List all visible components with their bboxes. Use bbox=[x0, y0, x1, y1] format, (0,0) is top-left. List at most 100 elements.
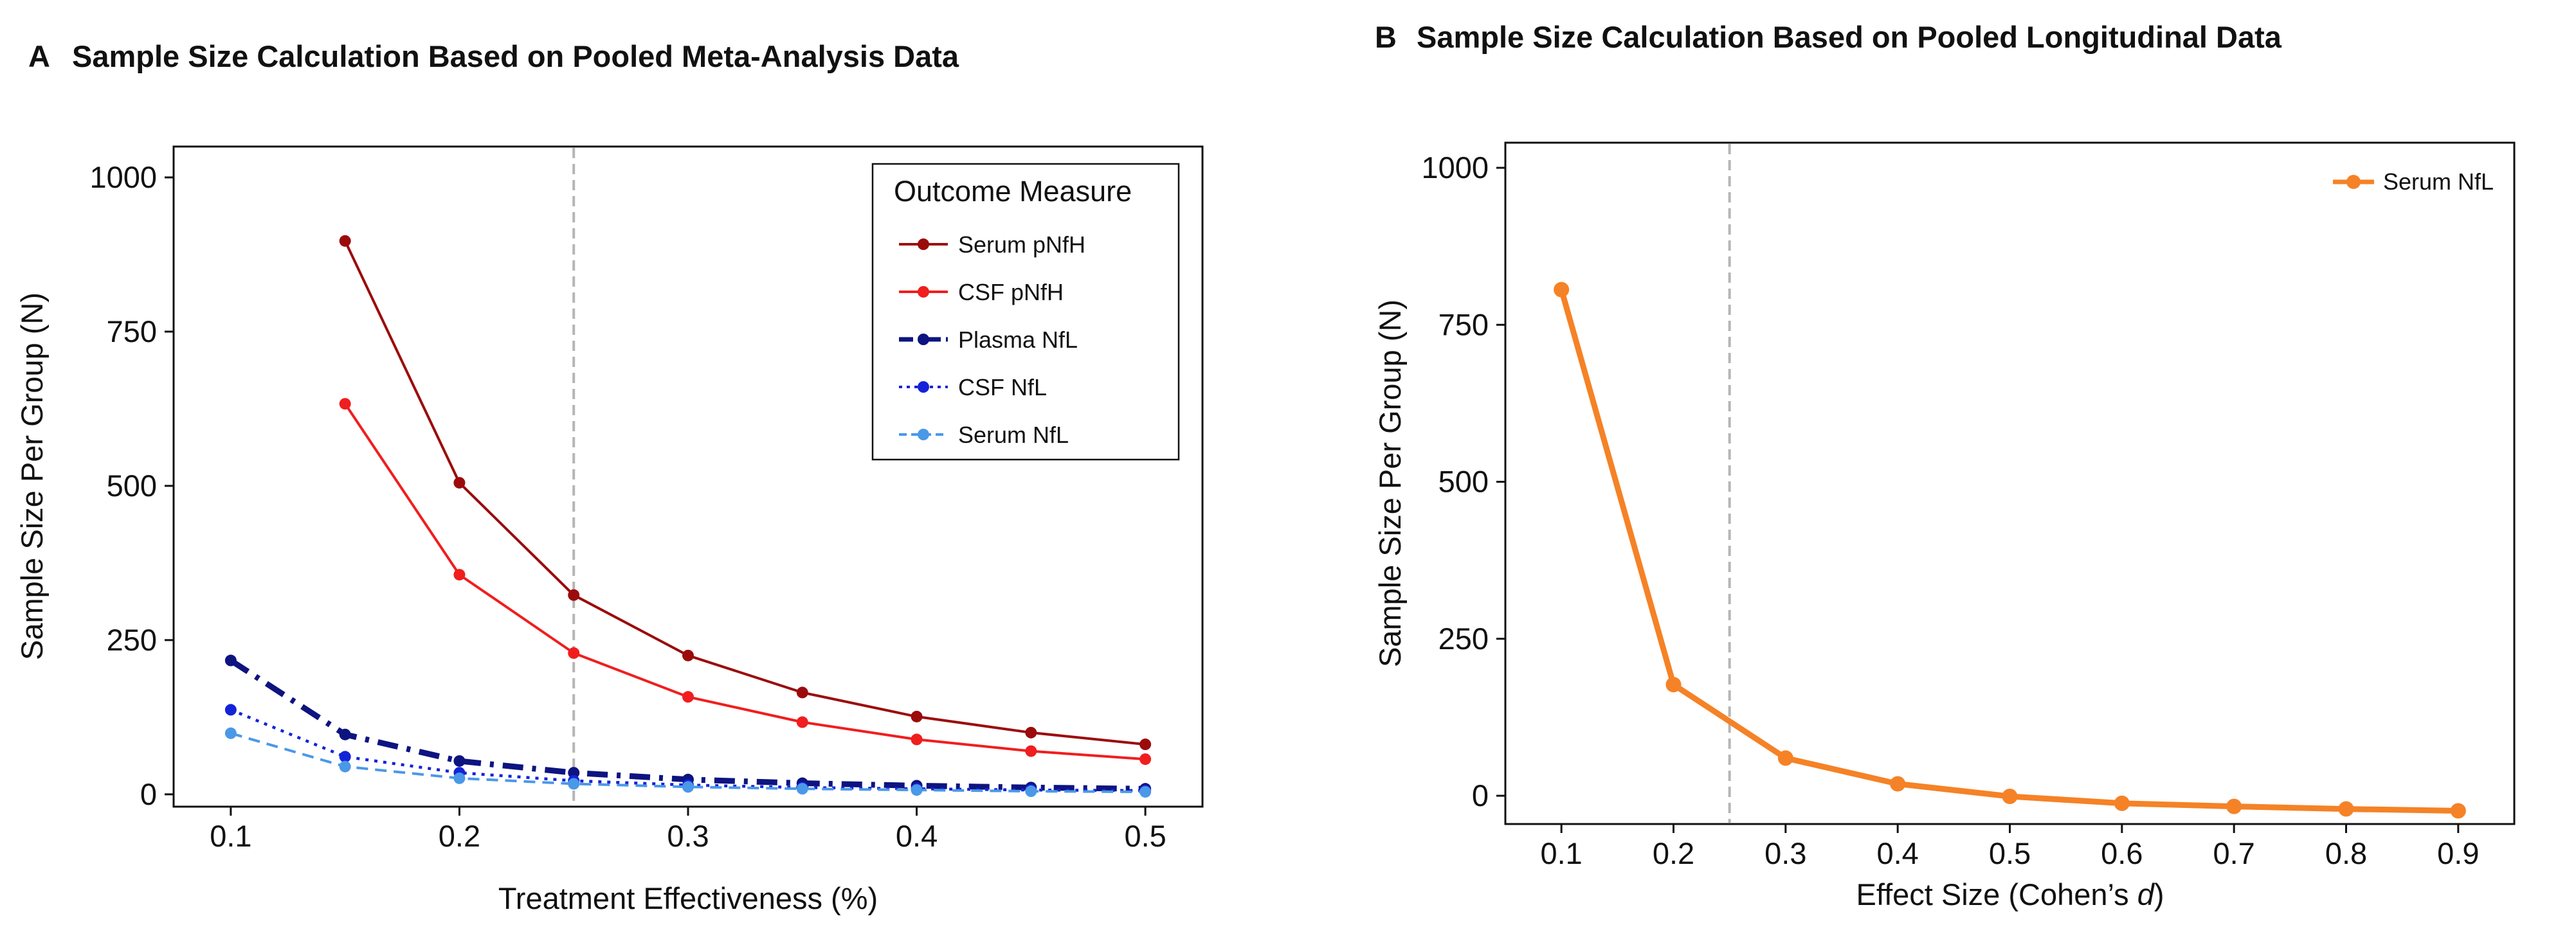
chart-a-y-tick-label: 250 bbox=[107, 623, 157, 657]
chart-a-y-tick-label: 750 bbox=[107, 314, 157, 348]
chart-a-legend: Outcome Measure Serum pNfH CSF pNfH Plasma… bbox=[871, 163, 1180, 461]
chart-a-legend-label-csf-nfl: CSF NfL bbox=[958, 374, 1047, 400]
chart-a-legend-label-csf-pnfh: CSF pNfH bbox=[958, 279, 1064, 305]
chart-a-x-tick-label: 0.2 bbox=[439, 819, 480, 853]
chart-a-y-tick-label: 500 bbox=[107, 469, 157, 503]
chart-a-legend-marker-plasma-nfl bbox=[918, 334, 929, 345]
chart-a-series-serum-pnfh-point bbox=[568, 589, 580, 601]
chart-b-series-serum-nfl-point bbox=[2002, 789, 2018, 805]
chart-a-series-serum-nfl-point bbox=[568, 778, 580, 790]
chart-a-series-plasma-nfl-point bbox=[568, 767, 580, 779]
chart-b-series-serum-nfl-point bbox=[1890, 776, 1906, 792]
chart-b-x-tick-label: 0.9 bbox=[2437, 836, 2479, 870]
chart-b-x-tick-label: 0.7 bbox=[2213, 836, 2254, 870]
chart-a-series-serum-pnfh-point bbox=[911, 710, 923, 722]
chart-a-series-csf-pnfh-point bbox=[911, 733, 923, 746]
chart-b-x-tick-label: 0.6 bbox=[2101, 836, 2143, 870]
chart-a-x-tick-label: 0.5 bbox=[1124, 819, 1166, 853]
chart-a-series-csf-pnfh-line bbox=[344, 403, 1146, 761]
chart-a-series-csf-pnfh-point bbox=[1139, 753, 1152, 766]
chart-b-legend: Serum NfL bbox=[2333, 168, 2494, 195]
chart-a-legend-marker-serum-pnfh bbox=[918, 238, 929, 250]
chart-b-x-tick-label: 0.5 bbox=[1989, 836, 2031, 870]
chart-b-legend-marker-serum-nfl bbox=[2346, 175, 2361, 189]
chart-b-x-axis-title-prefix: Effect Size (Cohen’s bbox=[1856, 877, 2137, 911]
chart-b-x-axis-title: Effect Size (Cohen’s d) bbox=[1856, 877, 2164, 911]
chart-a-series-serum-nfl-point bbox=[453, 772, 466, 784]
chart-a-series-serum-nfl-point bbox=[682, 781, 694, 793]
chart-a-series-csf-nfl-point bbox=[224, 704, 237, 716]
chart-a-legend-items: Serum pNfH CSF pNfH Plasma NfL CSF NfL Serum… bbox=[899, 231, 1085, 448]
chart-a-legend-marker-csf-nfl bbox=[918, 381, 929, 393]
chart-a-content: 0.1 0.2 0.3 0.4 0.5 0 250 500 750 1000 bbox=[89, 148, 1166, 853]
chart-a-series-serum-pnfh-point bbox=[1139, 739, 1152, 751]
chart-a: 0.1 0.2 0.3 0.4 0.5 0 250 500 750 1000 Treatment … bbox=[15, 145, 1204, 915]
chart-b-y-tick-label: 1000 bbox=[1421, 150, 1489, 184]
chart-a-series-serum-nfl-point bbox=[796, 783, 808, 795]
chart-a-x-tick-label: 0.3 bbox=[667, 819, 709, 853]
panel-b-title: Sample Size Calculation Based on Pooled … bbox=[1417, 20, 2282, 54]
chart-a-y-tick-label: 0 bbox=[140, 777, 157, 811]
chart-a-series-plasma-nfl-point bbox=[339, 728, 351, 740]
chart-b-series-serum-nfl-point bbox=[2338, 801, 2354, 817]
chart-b-legend-label-serum-nfl: Serum NfL bbox=[2383, 168, 2494, 195]
chart-a-x-axis-title: Treatment Effectiveness (%) bbox=[498, 881, 878, 915]
panel-b-letter: B bbox=[1375, 20, 1397, 54]
chart-a-series-csf-pnfh-point bbox=[568, 647, 580, 659]
chart-b-x-tick-label: 0.4 bbox=[1876, 836, 1918, 870]
chart-a-series-serum-pnfh-point bbox=[1025, 726, 1037, 739]
chart-a-x-tick-label: 0.4 bbox=[896, 819, 938, 853]
chart-a-series-csf-pnfh-point bbox=[339, 398, 351, 410]
chart-b-y-tick-label: 750 bbox=[1438, 307, 1489, 341]
chart-b-x-tick-label: 0.3 bbox=[1764, 836, 1806, 870]
chart-a-series-serum-nfl-point bbox=[1139, 785, 1152, 798]
chart-a-series-serum-pnfh-point bbox=[796, 686, 808, 699]
chart-a-series-csf-nfl-line bbox=[230, 708, 1146, 793]
chart-a-series-serum-nfl-point bbox=[339, 760, 351, 773]
chart-a-series-serum-nfl-point bbox=[911, 784, 923, 796]
chart-a-series-serum-nfl-point bbox=[224, 727, 237, 739]
chart-a-series-csf-nfl-point bbox=[339, 751, 351, 763]
chart-b-x-tick-label: 0.1 bbox=[1540, 836, 1582, 870]
chart-a-legend-marker-serum-nfl bbox=[918, 429, 929, 440]
chart-a-series-plasma-nfl-point bbox=[224, 654, 237, 667]
chart-a-series-serum-nfl-point bbox=[1025, 785, 1037, 798]
chart-a-series-csf-pnfh-point bbox=[796, 716, 808, 728]
chart-a-series-serum-pnfh-point bbox=[453, 477, 466, 489]
chart-b-plot-border bbox=[1504, 141, 2516, 825]
chart-b-x-tick-label: 0.8 bbox=[2325, 836, 2367, 870]
chart-a-y-tick-label: 1000 bbox=[89, 160, 157, 194]
chart-a-legend-label-plasma-nfl: Plasma NfL bbox=[958, 327, 1078, 353]
panel-a-title: Sample Size Calculation Based on Pooled … bbox=[72, 39, 959, 73]
chart-b-y-tick-label: 0 bbox=[1472, 778, 1489, 812]
chart-b-series-serum-nfl-point bbox=[2114, 795, 2130, 811]
chart-a-legend-label-serum-pnfh: Serum pNfH bbox=[958, 231, 1085, 258]
chart-a-series-plasma-nfl-point bbox=[453, 755, 466, 767]
chart-a-series-serum-pnfh-point bbox=[682, 649, 694, 661]
chart-b-x-axis-title-var: d bbox=[2137, 877, 2155, 911]
chart-a-x-tick-label: 0.1 bbox=[210, 819, 251, 853]
chart-b-series-serum-nfl-point bbox=[2450, 803, 2466, 819]
chart-a-legend-marker-csf-pnfh bbox=[918, 286, 929, 298]
chart-b-series-serum-nfl-point bbox=[1554, 282, 1570, 298]
chart-b-series-serum-nfl-point bbox=[2226, 798, 2242, 814]
chart-a-series-serum-pnfh-point bbox=[339, 235, 351, 247]
chart-a-y-axis-title: Sample Size Per Group (N) bbox=[15, 292, 49, 660]
chart-a-series-serum-pnfh-line bbox=[343, 240, 1146, 746]
chart-a-legend-box bbox=[871, 163, 1180, 461]
chart-a-series-csf-pnfh-point bbox=[453, 569, 466, 581]
chart-a-legend-label-serum-nfl: Serum NfL bbox=[958, 422, 1069, 448]
chart-b-series-serum-nfl-point bbox=[1665, 677, 1682, 693]
chart-b-x-axis-title-suffix: ) bbox=[2154, 877, 2164, 911]
chart-a-series-csf-pnfh-point bbox=[682, 691, 694, 703]
chart-b-y-axis-title: Sample Size Per Group (N) bbox=[1373, 300, 1407, 667]
panel-a-letter: A bbox=[28, 39, 50, 73]
chart-a-series-serum-nfl-line bbox=[230, 731, 1146, 793]
chart-b-x-tick-label: 0.2 bbox=[1653, 836, 1694, 870]
chart-a-series-csf-pnfh-point bbox=[1025, 745, 1037, 757]
chart-b-series-serum-nfl-point bbox=[1777, 750, 1793, 766]
chart-b: 0.1 0.2 0.3 0.4 0.5 0.6 0.7 0.8 0.9 0 250 500 750 100… bbox=[1373, 141, 2516, 911]
chart-b-y-tick-label: 250 bbox=[1438, 622, 1489, 656]
